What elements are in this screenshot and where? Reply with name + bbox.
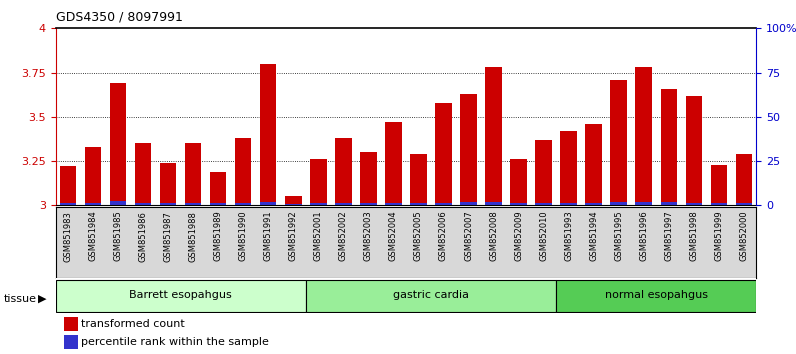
Bar: [85, 147, 101, 205]
Bar: [135, 143, 151, 205]
Text: GSM852000: GSM852000: [739, 211, 748, 261]
Bar: [285, 196, 302, 205]
Text: gastric cardia: gastric cardia: [393, 290, 469, 300]
Bar: [210, 172, 226, 205]
Bar: [135, 203, 151, 205]
Bar: [435, 202, 451, 205]
Bar: [235, 138, 252, 205]
Bar: [335, 202, 352, 205]
Bar: [685, 202, 702, 205]
Text: Barrett esopahgus: Barrett esopahgus: [130, 290, 232, 300]
Text: GSM852004: GSM852004: [389, 211, 398, 261]
Bar: [235, 203, 252, 205]
Bar: [585, 124, 602, 205]
Bar: [85, 203, 101, 205]
Bar: [661, 202, 677, 205]
Text: GSM852010: GSM852010: [539, 211, 548, 261]
Text: GDS4350 / 8097991: GDS4350 / 8097991: [56, 10, 182, 23]
Text: GSM851983: GSM851983: [64, 211, 72, 262]
Bar: [460, 202, 477, 205]
Text: GSM851998: GSM851998: [689, 211, 698, 261]
Bar: [210, 203, 226, 205]
Text: GSM852005: GSM852005: [414, 211, 423, 261]
Bar: [635, 67, 652, 205]
Bar: [635, 202, 652, 205]
Text: GSM851991: GSM851991: [263, 211, 273, 261]
Text: GSM851989: GSM851989: [214, 211, 223, 261]
Bar: [736, 202, 751, 205]
Text: GSM852003: GSM852003: [364, 211, 373, 261]
Text: GSM851984: GSM851984: [88, 211, 98, 261]
Bar: [536, 202, 552, 205]
Bar: [60, 203, 76, 205]
Bar: [736, 154, 751, 205]
Bar: [310, 159, 326, 205]
Bar: [661, 88, 677, 205]
Text: GSM852009: GSM852009: [514, 211, 523, 261]
Bar: [361, 152, 377, 205]
Bar: [486, 202, 501, 205]
Bar: [310, 203, 326, 205]
Text: tissue: tissue: [4, 294, 37, 304]
Bar: [361, 202, 377, 205]
Bar: [411, 203, 427, 205]
Bar: [110, 201, 127, 205]
Text: transformed count: transformed count: [81, 319, 185, 329]
Text: ▶: ▶: [38, 294, 47, 304]
Bar: [185, 143, 201, 205]
Text: GSM852008: GSM852008: [489, 211, 498, 261]
Bar: [110, 83, 127, 205]
Bar: [185, 203, 201, 205]
Text: GSM852002: GSM852002: [339, 211, 348, 261]
Text: GSM851994: GSM851994: [589, 211, 598, 261]
Bar: [160, 163, 177, 205]
Text: normal esopahgus: normal esopahgus: [605, 290, 708, 300]
Text: GSM852001: GSM852001: [314, 211, 323, 261]
Text: GSM851990: GSM851990: [239, 211, 248, 261]
Bar: [435, 103, 451, 205]
FancyBboxPatch shape: [306, 280, 556, 312]
Text: GSM852006: GSM852006: [439, 211, 448, 261]
Bar: [160, 203, 177, 205]
Bar: [560, 202, 576, 205]
Text: GSM851995: GSM851995: [614, 211, 623, 261]
Bar: [385, 202, 401, 205]
Bar: [611, 202, 626, 205]
Text: GSM851987: GSM851987: [164, 211, 173, 262]
Bar: [460, 94, 477, 205]
Text: GSM851986: GSM851986: [139, 211, 148, 262]
Bar: [486, 67, 501, 205]
Bar: [510, 202, 527, 205]
Bar: [260, 202, 276, 205]
Bar: [611, 80, 626, 205]
Bar: [685, 96, 702, 205]
Bar: [585, 202, 602, 205]
Bar: [560, 131, 576, 205]
Bar: [711, 165, 727, 205]
Text: GSM851997: GSM851997: [664, 211, 673, 261]
Text: GSM851992: GSM851992: [289, 211, 298, 261]
Bar: [60, 166, 76, 205]
Text: GSM851985: GSM851985: [114, 211, 123, 261]
Text: GSM851999: GSM851999: [714, 211, 724, 261]
Text: percentile rank within the sample: percentile rank within the sample: [81, 337, 269, 347]
Bar: [260, 64, 276, 205]
FancyBboxPatch shape: [56, 280, 306, 312]
FancyBboxPatch shape: [556, 280, 756, 312]
Bar: [285, 204, 302, 205]
Bar: [711, 202, 727, 205]
Bar: [411, 154, 427, 205]
Bar: [510, 159, 527, 205]
Text: GSM851988: GSM851988: [189, 211, 198, 262]
Text: GSM851993: GSM851993: [564, 211, 573, 261]
Bar: [536, 140, 552, 205]
Text: GSM851996: GSM851996: [639, 211, 648, 261]
Bar: [335, 138, 352, 205]
Bar: [385, 122, 401, 205]
Text: GSM852007: GSM852007: [464, 211, 473, 261]
